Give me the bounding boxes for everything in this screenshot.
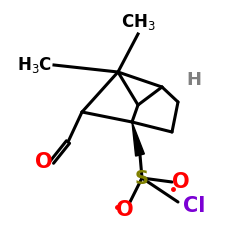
Text: CH$_3$: CH$_3$	[120, 12, 156, 32]
Text: S: S	[135, 168, 149, 188]
Text: H$_3$C: H$_3$C	[17, 55, 52, 75]
Text: Cl: Cl	[183, 196, 205, 216]
Text: O: O	[35, 152, 53, 172]
Text: O: O	[116, 200, 134, 220]
Polygon shape	[132, 122, 144, 156]
Text: O: O	[172, 172, 190, 192]
Text: H: H	[186, 71, 201, 89]
